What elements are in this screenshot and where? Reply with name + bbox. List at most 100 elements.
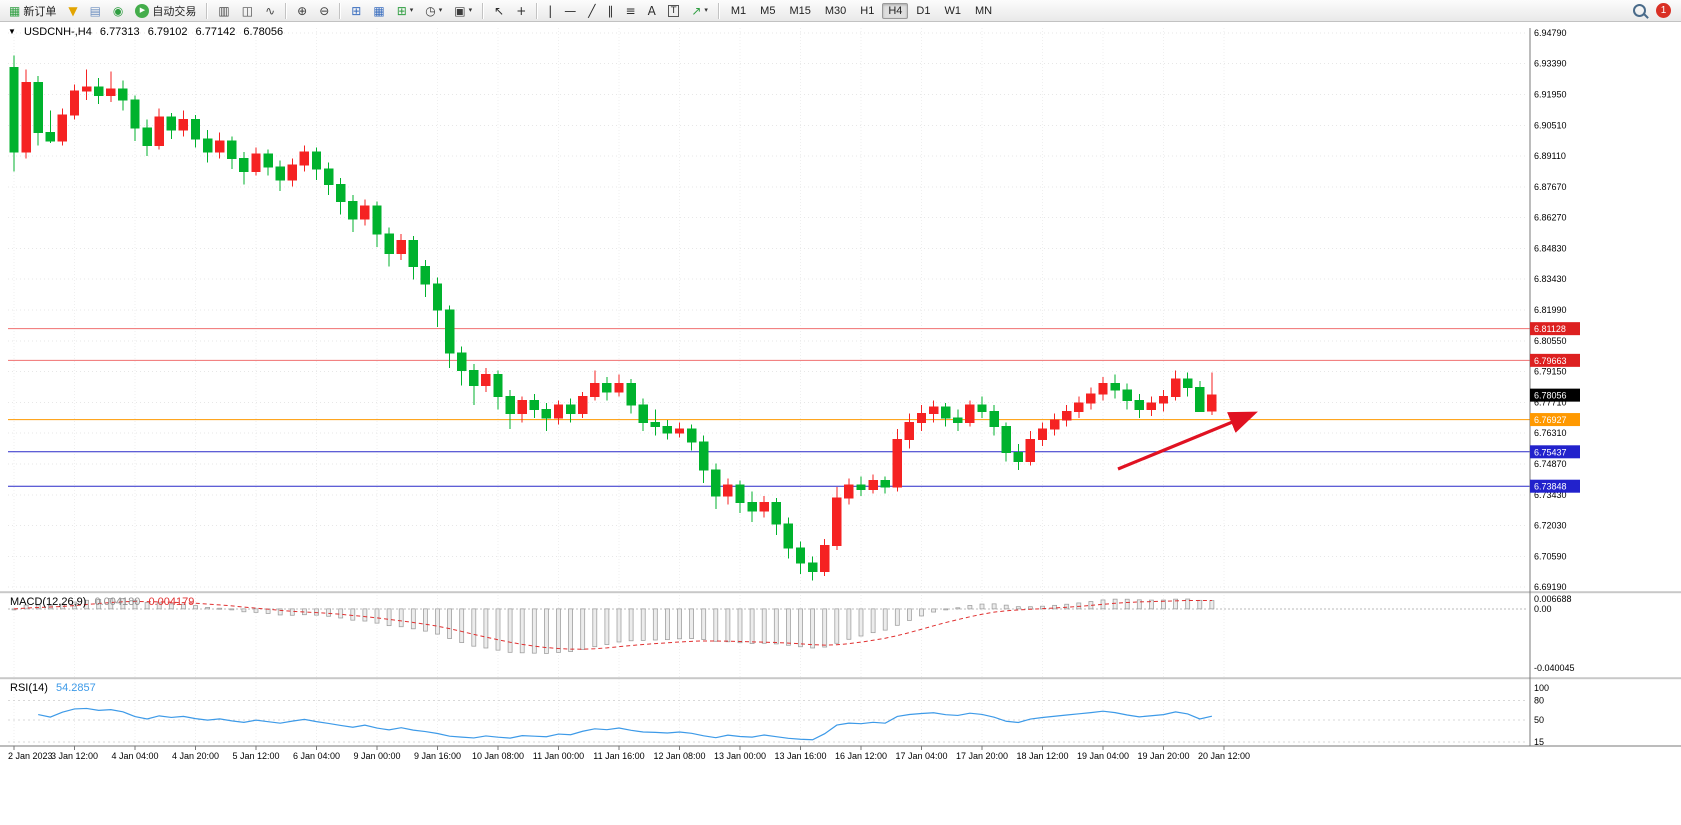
globe-icon: ◉ <box>112 3 124 18</box>
trendline-icon: ╱ <box>588 3 596 18</box>
svg-text:2 Jan 2023: 2 Jan 2023 <box>8 751 53 761</box>
text-button[interactable]: A <box>643 3 661 19</box>
chevron-down-icon: ▾ <box>438 6 443 14</box>
timeframe-button-m15[interactable]: M15 <box>789 4 811 17</box>
svg-text:6.86270: 6.86270 <box>1534 212 1567 222</box>
svg-text:6.78056: 6.78056 <box>1534 391 1567 401</box>
svg-text:6.72030: 6.72030 <box>1534 521 1567 531</box>
zoom-in-button[interactable]: ⊕ <box>292 3 312 19</box>
svg-text:6.81990: 6.81990 <box>1534 305 1567 315</box>
indicator-funnel-button[interactable]: ▼ <box>63 3 82 19</box>
svg-text:6.73848: 6.73848 <box>1534 482 1567 492</box>
vertical-line-button[interactable]: | <box>543 3 557 19</box>
toolbar-separator <box>206 2 209 19</box>
toolbar-separator <box>717 2 720 19</box>
crosshair-button[interactable]: + <box>511 3 531 19</box>
svg-text:11 Jan 00:00: 11 Jan 00:00 <box>533 751 584 761</box>
notification-badge[interactable]: 1 <box>1656 3 1671 18</box>
label-button[interactable]: T <box>663 3 685 19</box>
rsi-value: 54.2857 <box>55 682 96 694</box>
vertical-line-icon: | <box>548 3 553 18</box>
svg-text:10 Jan 08:00: 10 Jan 08:00 <box>472 751 524 761</box>
svg-text:0.00: 0.00 <box>1534 604 1552 614</box>
toolbar: ▦ 新订单 ▼ ▤ ◉ ▶ 自动交易 ▥ ◫ ∿ ⊕ ⊖ ⊞ ▦ ⊞ ▾ ◷ ▾ ▣ ▾ ↖ + | — ╱ ∥ ≡ A T ↗ ▾ M1 M5… <box>0 0 1681 22</box>
tile-windows-icon: ⊞ <box>351 3 362 18</box>
auto-trading-button-label: 自动交易 <box>152 5 197 18</box>
timeframe-button-w1[interactable]: W1 <box>944 4 961 17</box>
candlestick-mode-button[interactable]: ◫ <box>237 3 258 19</box>
template-icon: ▣ <box>454 3 466 18</box>
level-price-badge: 6.81128 <box>1530 322 1580 336</box>
svg-text:5 Jan 12:00: 5 Jan 12:00 <box>232 751 279 761</box>
indicator-layer <box>11 598 1215 741</box>
svg-text:-0.040045: -0.040045 <box>1534 663 1575 673</box>
fibonacci-button[interactable]: ≡ <box>621 3 641 19</box>
timeframe-button-m5[interactable]: M5 <box>760 4 776 17</box>
market-info-button[interactable]: ◉ <box>108 3 128 19</box>
chart-window[interactable]: 2 Jan 2023 3 Jan 12:00 4 Jan 04:00 4 Jan 20… <box>0 22 1681 825</box>
ohlc-low: 6.77142 <box>195 26 236 38</box>
profiles-button[interactable]: ▤ <box>85 3 106 19</box>
profiles-icon: ▤ <box>89 3 101 18</box>
timeframe-button-h4[interactable]: H4 <box>882 2 909 19</box>
templates-button[interactable]: ▣ ▾ <box>449 3 477 19</box>
ohlc-close: 6.78056 <box>243 26 284 38</box>
macd-indicator-label: MACD(12,26,9) 0.004180 0.004179 <box>10 596 199 608</box>
new-chart-icon: ⊞ <box>396 3 407 18</box>
horizontal-line-button[interactable]: — <box>559 3 581 19</box>
svg-text:6.76927: 6.76927 <box>1534 415 1567 425</box>
collapse-ohlc-icon[interactable]: ▼ <box>8 27 16 36</box>
arrow-shape-icon: ↗ <box>691 3 702 18</box>
timeframe-button-m30[interactable]: M30 <box>824 4 847 17</box>
level-price-badge: 6.79663 <box>1530 353 1580 367</box>
svg-text:17 Jan 20:00: 17 Jan 20:00 <box>956 751 1008 761</box>
tile-windows-button[interactable]: ⊞ <box>346 3 366 19</box>
trend-arrow-annotation[interactable] <box>1117 411 1258 471</box>
svg-text:6.91950: 6.91950 <box>1534 89 1567 99</box>
svg-text:6.70590: 6.70590 <box>1534 552 1567 562</box>
search-icon[interactable] <box>1633 4 1646 17</box>
timeframe-button-m1[interactable]: M1 <box>730 4 747 17</box>
ohlc-open: 6.77313 <box>99 26 140 38</box>
new-order-button[interactable]: ▦ 新订单 <box>4 1 61 21</box>
bar-chart-mode-button[interactable]: ▥ <box>213 3 234 19</box>
ohlc-high: 6.79102 <box>147 26 188 38</box>
timeframe-button-d1[interactable]: D1 <box>916 4 931 17</box>
svg-text:15: 15 <box>1534 737 1544 747</box>
text-label-icon: T <box>667 4 680 17</box>
zoom-out-button[interactable]: ⊖ <box>314 3 334 19</box>
timeframe-button-h1[interactable]: H1 <box>860 4 875 17</box>
fibonacci-icon: ≡ <box>625 3 636 18</box>
timeframe-button-mn[interactable]: MN <box>974 4 993 17</box>
level-price-badge: 6.76927 <box>1530 413 1580 427</box>
cursor-button[interactable]: ↖ <box>489 3 509 19</box>
new-chart-button[interactable]: ⊞ ▾ <box>392 3 419 19</box>
line-chart-mode-button[interactable]: ∿ <box>260 3 280 19</box>
svg-text:100: 100 <box>1534 683 1549 693</box>
zoom-out-icon: ⊖ <box>319 3 330 18</box>
rsi-name: RSI(14) <box>10 682 48 694</box>
crosshair-icon: + <box>516 3 527 18</box>
svg-text:9 Jan 00:00: 9 Jan 00:00 <box>353 751 400 761</box>
text-a-icon: A <box>647 3 656 18</box>
periods-button[interactable]: ◷ ▾ <box>420 3 447 19</box>
arrange-charts-button[interactable]: ▦ <box>368 3 389 19</box>
play-icon: ▶ <box>135 3 150 18</box>
svg-text:13 Jan 16:00: 13 Jan 16:00 <box>774 751 826 761</box>
arrange-windows-icon: ▦ <box>373 3 385 18</box>
svg-text:6.75437: 6.75437 <box>1534 447 1567 457</box>
trendline-button[interactable]: ╱ <box>583 3 600 19</box>
svg-text:11 Jan 16:00: 11 Jan 16:00 <box>593 751 644 761</box>
arrows-button[interactable]: ↗ ▾ <box>686 3 713 19</box>
channel-button[interactable]: ∥ <box>603 3 619 19</box>
svg-text:0.006688: 0.006688 <box>1534 594 1572 604</box>
svg-text:19 Jan 04:00: 19 Jan 04:00 <box>1077 751 1129 761</box>
svg-text:9 Jan 16:00: 9 Jan 16:00 <box>414 751 461 761</box>
annotation-layer: 6.81128 6.79663 6.76927 6.75437 6.73848 6.780… <box>1117 322 1580 493</box>
auto-trading-button[interactable]: ▶ 自动交易 <box>130 1 201 21</box>
candlestick-icon: ◫ <box>241 3 254 18</box>
svg-text:6.93390: 6.93390 <box>1534 58 1567 68</box>
macd-main-value: 0.004180 <box>94 596 141 608</box>
toolbar-separator <box>339 2 342 19</box>
